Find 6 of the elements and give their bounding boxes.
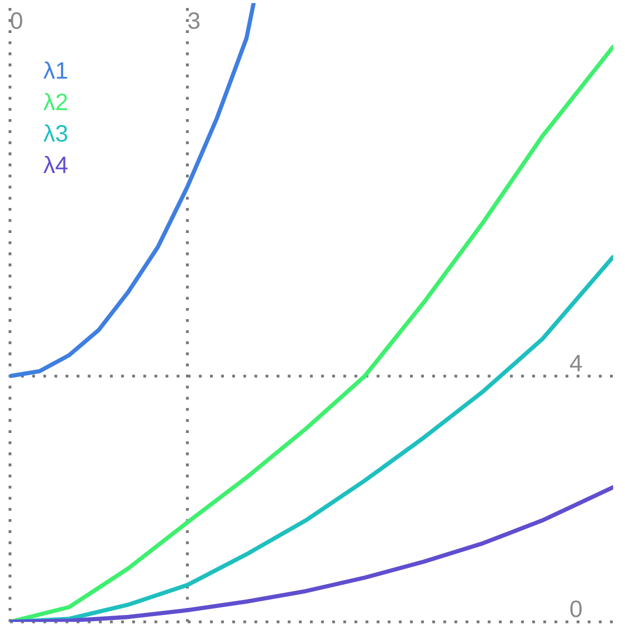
- text: λ1: [43, 62, 68, 79]
- y-tick-label: 4: [570, 354, 582, 372]
- x-tick-label: 3: [188, 12, 200, 30]
- text: λ2: [43, 92, 68, 110]
- text: λ4: [43, 156, 68, 173]
- text: λ3: [43, 124, 68, 142]
